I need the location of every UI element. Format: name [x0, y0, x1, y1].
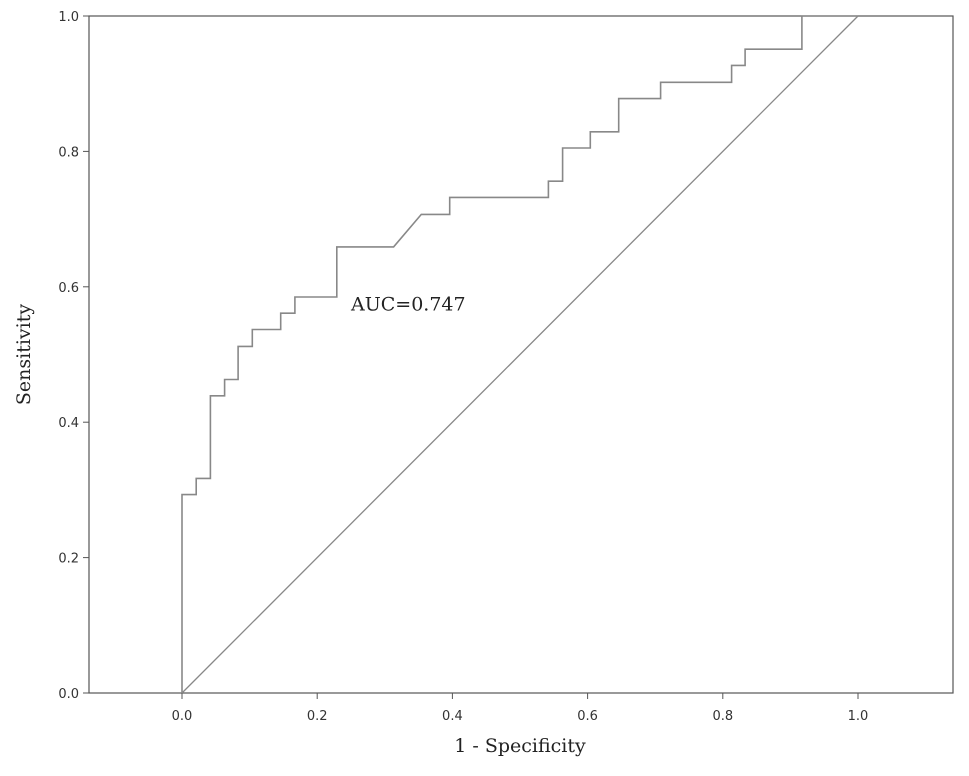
x-tick-label: 0.2 — [307, 709, 328, 724]
x-axis-title: 1 - Specificity — [454, 735, 586, 757]
y-axis: 0.0 0.2 0.4 0.6 0.8 1.0 — [58, 10, 89, 702]
y-tick-label: 0.8 — [58, 145, 79, 160]
auc-annotation: AUC=0.747 — [350, 293, 466, 315]
roc-curve-group — [181, 15, 858, 693]
y-axis-title: Sensitivity — [13, 304, 35, 405]
y-tick-label: 0.4 — [58, 416, 79, 431]
y-tick-label: 0.2 — [58, 552, 79, 567]
roc-curve-line — [181, 15, 858, 693]
reference-line-group — [181, 15, 859, 694]
y-tick-label: 0.6 — [58, 281, 79, 296]
y-tick-label: 0.0 — [58, 687, 79, 702]
reference-diagonal-line — [181, 15, 859, 694]
x-tick-label: 0.8 — [712, 709, 733, 724]
x-tick-label: 0.0 — [172, 709, 193, 724]
x-tick-label: 0.6 — [577, 709, 598, 724]
plot-frame — [88, 15, 954, 694]
x-axis: 0.0 0.2 0.4 0.6 0.8 1.0 — [172, 693, 869, 724]
y-tick-label: 1.0 — [58, 10, 79, 25]
x-tick-label: 0.4 — [442, 709, 463, 724]
x-tick-label: 1.0 — [848, 709, 869, 724]
